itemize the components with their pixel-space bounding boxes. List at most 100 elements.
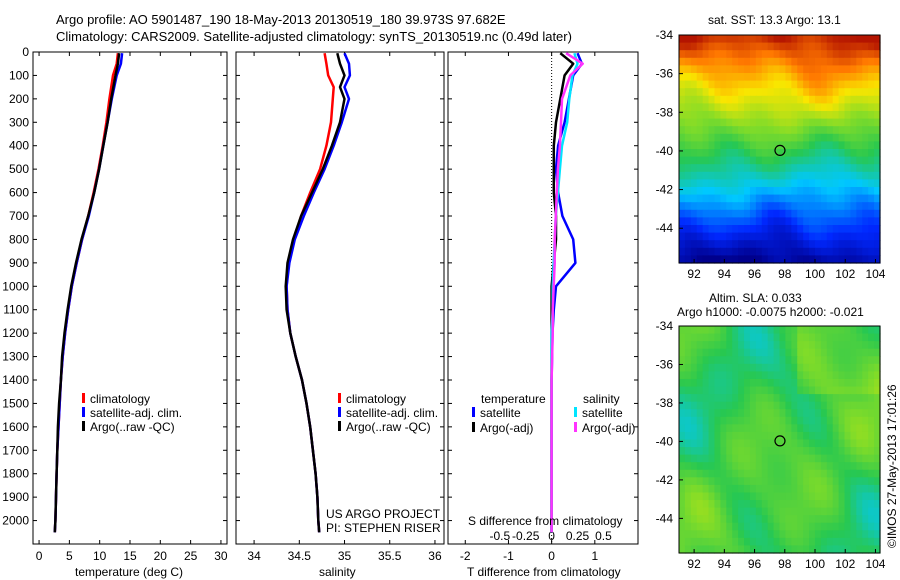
map-cell [738, 378, 745, 388]
map-cell [797, 500, 804, 509]
map-cell [714, 118, 721, 127]
map-cell [773, 187, 781, 196]
map-cell [838, 65, 846, 74]
map-cell [696, 111, 704, 120]
map-cell [850, 500, 857, 509]
map-cell [844, 522, 852, 531]
map-cell [755, 477, 763, 486]
map-cell [820, 454, 828, 463]
map-cell [732, 103, 739, 112]
map-cell [856, 363, 863, 372]
map-cell [738, 255, 745, 264]
map-cell [773, 492, 781, 501]
map-cell [684, 35, 692, 44]
map-cell [850, 187, 857, 196]
map-cell [732, 255, 739, 264]
map-cell [761, 164, 769, 173]
legend-swatch-s-satellite [574, 407, 577, 417]
map-cell [868, 111, 875, 120]
map-cell [868, 88, 875, 97]
map-cell [832, 57, 840, 66]
map-cell [749, 378, 757, 388]
map-cell [820, 394, 828, 403]
map-cell [690, 133, 698, 142]
map-cell [726, 179, 733, 188]
map-cell [679, 171, 686, 180]
map-cell [720, 156, 727, 165]
map-cell [702, 348, 710, 357]
map-cell [720, 363, 727, 372]
map-cell [814, 545, 822, 554]
map-cell [708, 424, 716, 433]
map-cell [844, 80, 852, 89]
map-cell [744, 187, 751, 196]
map-cell [868, 156, 875, 165]
map-cell [702, 209, 710, 218]
map-cell [868, 484, 875, 494]
map-cell [838, 371, 846, 380]
map-cell [838, 73, 846, 82]
map-cell [797, 88, 804, 97]
map-cell [738, 500, 745, 509]
map-cell [779, 187, 787, 196]
y-tick-label: 200 [9, 92, 29, 106]
map-cell [744, 65, 751, 74]
map-cell [714, 217, 721, 226]
map-cell [744, 371, 751, 380]
map-cell [832, 348, 840, 357]
map-cell [809, 126, 816, 135]
map-cell [773, 507, 781, 516]
map-cell [820, 462, 828, 471]
map-cell [720, 477, 727, 486]
map-cell [755, 133, 763, 142]
map-cell [809, 394, 816, 403]
map-cell [838, 378, 846, 388]
map-cell [856, 133, 863, 142]
map-cell [844, 164, 852, 173]
map-cell [690, 225, 698, 234]
sal-xlabel: salinity [319, 565, 356, 579]
map-cell [696, 118, 704, 127]
diff-top-xlabel: S difference from climatology [468, 514, 623, 528]
map-cell [684, 469, 692, 478]
map-cell [690, 141, 698, 150]
map-cell [684, 333, 692, 342]
map-cell [708, 416, 716, 425]
map-cell [679, 141, 686, 150]
map-cell [874, 477, 881, 486]
map-cell [785, 333, 792, 342]
s-tick-label: -0.5 [489, 529, 510, 543]
map-cell [844, 469, 852, 478]
legend-label-argo: Argo(..raw -QC) [90, 420, 175, 434]
map-cell [702, 232, 710, 241]
map-cell [791, 149, 798, 158]
map-cell [791, 394, 798, 403]
map-cell [738, 454, 745, 463]
map-cell [702, 88, 710, 97]
map-cell [791, 416, 798, 425]
map-cell [744, 515, 751, 524]
map-cell [726, 35, 733, 44]
map-cell [803, 225, 810, 234]
map-cell [744, 492, 751, 501]
map-cell [779, 500, 787, 509]
map-cell [814, 356, 822, 365]
map-cell [720, 80, 727, 89]
map-cell [820, 57, 828, 66]
map-cell [874, 202, 881, 211]
map-cell [850, 133, 857, 142]
map-cell [726, 515, 733, 524]
map-cell [726, 209, 733, 218]
map-cell [767, 164, 775, 173]
map-cell [809, 454, 816, 463]
map-cell [679, 507, 686, 516]
map-cell [773, 409, 781, 418]
map-cell [850, 171, 857, 180]
map-cell [708, 50, 716, 59]
map-cell [720, 50, 727, 59]
map-cell [732, 95, 739, 104]
map-cell [868, 240, 875, 249]
map-cell [708, 409, 716, 418]
map-cell [702, 103, 710, 112]
map-cell [809, 42, 816, 51]
